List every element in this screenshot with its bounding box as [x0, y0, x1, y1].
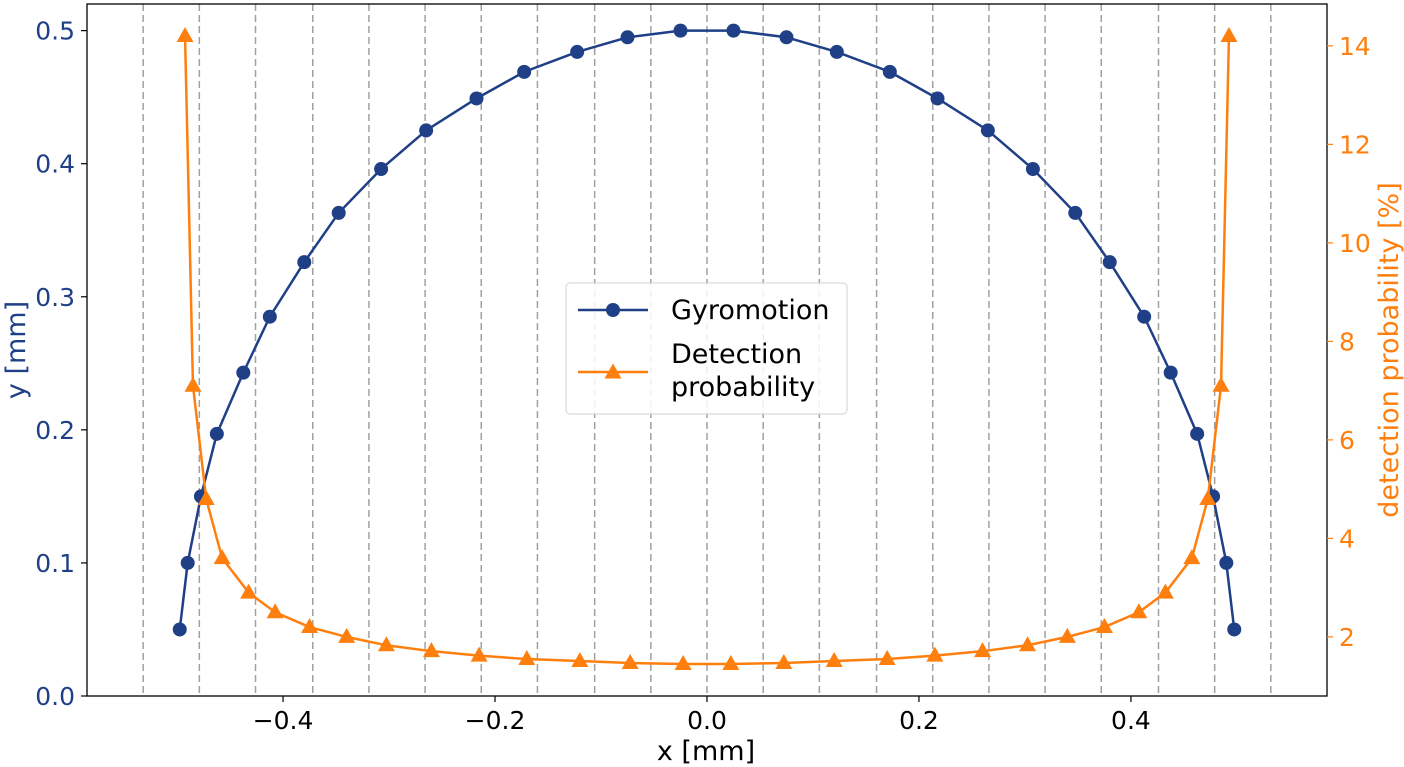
y-tick-label-5: 0.5	[35, 17, 75, 46]
detect-point-6	[301, 618, 319, 634]
legend-detect-label-line2: probability	[671, 372, 815, 403]
gyro-point-21	[1025, 162, 1040, 177]
y-tick-label-3: 0.3	[35, 283, 75, 312]
y-axis-ticks: 0.0 0.1 0.2 0.3 0.4 0.5	[35, 17, 87, 711]
detect-point-27	[1199, 489, 1217, 505]
gyro-point-25	[1163, 365, 1178, 380]
x-tick-label-4: 0.4	[1111, 706, 1151, 735]
detect-point-1	[184, 376, 202, 392]
detect-point-14	[674, 654, 692, 670]
detect-point-0	[176, 27, 194, 43]
y-tick-label-0: 0.0	[35, 682, 75, 711]
y2-tick-label-6: 14	[1339, 32, 1371, 61]
y-tick-label-1: 0.1	[35, 549, 75, 578]
gyro-point-22	[1068, 205, 1083, 220]
detect-point-3	[213, 549, 231, 565]
gyro-point-13	[620, 30, 635, 45]
gyro-point-5	[262, 309, 277, 324]
y2-tick-label-5: 12	[1339, 130, 1371, 159]
gyro-point-24	[1137, 309, 1152, 324]
x-axis-label: x [mm]	[657, 736, 755, 767]
y2-tick-label-2: 6	[1339, 426, 1355, 455]
detect-point-28	[1212, 376, 1230, 392]
x-axis-ticks: −0.4 −0.2 0.0 0.2 0.4	[253, 696, 1151, 735]
gyro-point-28	[1219, 555, 1234, 570]
gyromotion-series	[172, 23, 1242, 637]
detect-point-25	[1156, 583, 1174, 599]
y2-tick-label-4: 10	[1339, 229, 1371, 258]
detect-point-12	[571, 652, 589, 668]
x-tick-label-2: 0.0	[687, 706, 727, 735]
detect-point-5	[266, 603, 284, 619]
y2-axis-label: detection probability [%]	[1374, 182, 1404, 517]
legend-box	[565, 282, 848, 415]
gyro-point-14	[673, 23, 688, 38]
gyro-point-15	[726, 23, 741, 38]
detection-probability-series	[176, 27, 1238, 670]
gyro-point-23	[1102, 255, 1117, 270]
legend-detect-marker	[604, 363, 622, 379]
gyro-point-7	[331, 205, 346, 220]
detect-point-24	[1130, 603, 1148, 619]
gyro-point-19	[930, 91, 945, 106]
gyro-point-29	[1227, 622, 1242, 637]
gyro-point-8	[374, 162, 389, 177]
detect-point-13	[621, 654, 639, 670]
detect-point-26	[1183, 549, 1201, 565]
legend: Gyromotion Detection probability	[565, 282, 848, 415]
detect-point-22	[1058, 627, 1076, 643]
gyro-point-9	[419, 123, 434, 138]
detect-point-17	[825, 652, 843, 668]
detect-point-20	[974, 642, 992, 658]
gyro-point-20	[980, 123, 995, 138]
detect-point-7	[338, 627, 356, 643]
y-tick-label-4: 0.4	[35, 150, 75, 179]
gyro-point-18	[882, 64, 897, 79]
gyro-point-4	[236, 365, 251, 380]
x-tick-label-1: −0.2	[465, 706, 526, 735]
detect-point-9	[422, 642, 440, 658]
detect-point-16	[775, 654, 793, 670]
detect-point-10	[470, 646, 488, 662]
detect-point-29	[1220, 27, 1238, 43]
detect-point-21	[1019, 636, 1037, 652]
y2-tick-label-0: 2	[1339, 623, 1355, 652]
gyro-line	[178, 29, 1236, 630]
detect-point-18	[878, 650, 896, 666]
gyro-point-6	[297, 255, 312, 270]
y2-tick-label-3: 8	[1339, 327, 1355, 356]
gyro-point-16	[779, 30, 794, 45]
detect-point-23	[1095, 618, 1113, 634]
gyro-point-0	[172, 622, 187, 637]
gyro-point-12	[570, 44, 585, 59]
legend-gyro-label: Gyromotion	[671, 295, 829, 326]
y2-axis-ticks: 2 4 6 8 10 12 14	[1327, 32, 1371, 652]
detect-line	[183, 35, 1231, 666]
legend-gyro-marker	[606, 303, 620, 317]
detect-point-19	[926, 646, 944, 662]
detect-point-11	[518, 650, 536, 666]
legend-detect-label-line1: Detection	[671, 339, 802, 370]
detect-point-15	[722, 654, 740, 670]
y-tick-label-2: 0.2	[35, 416, 75, 445]
gyro-point-11	[517, 64, 532, 79]
gyro-point-10	[469, 91, 484, 106]
detect-point-4	[240, 583, 258, 599]
y-axis-label: y [mm]	[1, 301, 32, 399]
x-tick-label-0: −0.4	[253, 706, 314, 735]
x-tick-label-3: 0.2	[899, 706, 939, 735]
gyro-point-26	[1190, 426, 1205, 441]
y2-tick-label-1: 4	[1339, 524, 1355, 553]
gyro-point-1	[180, 555, 195, 570]
detect-point-2	[197, 489, 215, 505]
gyro-point-17	[829, 44, 844, 59]
gyro-point-3	[209, 426, 224, 441]
detect-point-8	[377, 636, 395, 652]
